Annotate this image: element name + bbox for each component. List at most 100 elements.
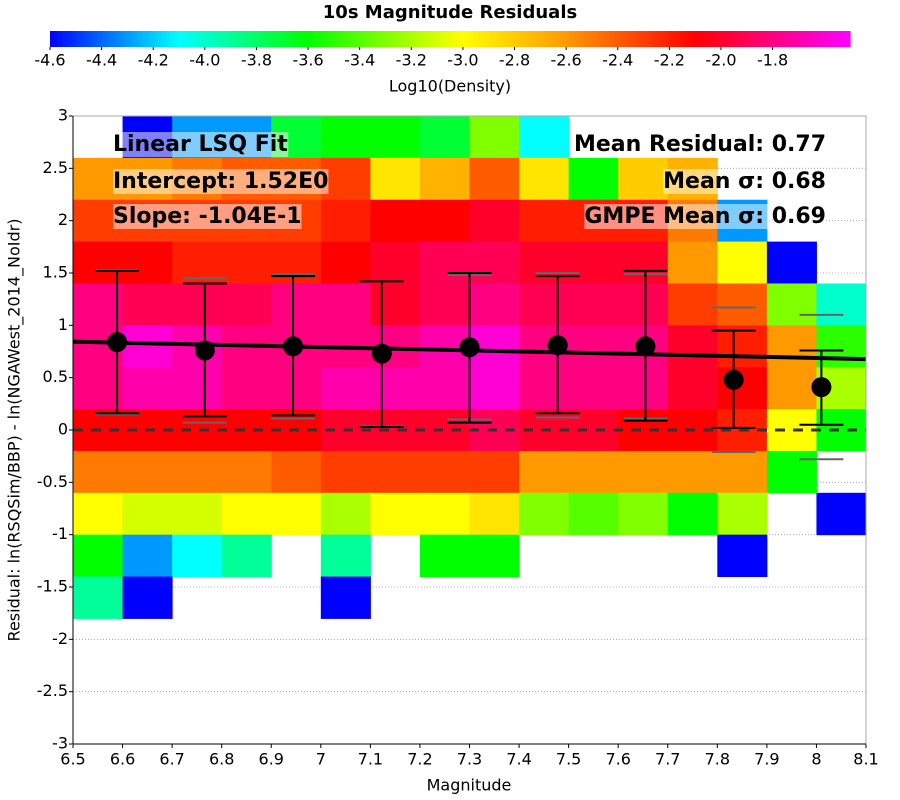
heatmap-cell	[717, 450, 768, 494]
colorbar-swatch	[622, 31, 627, 47]
colorbar-swatch	[190, 31, 195, 47]
colorbar-swatch	[842, 31, 847, 47]
heatmap-cell	[320, 157, 371, 201]
colorbar-swatch	[786, 31, 791, 47]
heatmap-cell	[419, 116, 470, 159]
colorbar-swatch	[486, 31, 491, 47]
x-tick-label: 7.4	[506, 750, 531, 769]
colorbar-swatch	[830, 31, 835, 47]
heatmap-cell	[469, 116, 520, 159]
chart-title: 10s Magnitude Residuals	[323, 2, 577, 23]
heatmap-cell	[816, 492, 867, 536]
colorbar-swatch	[210, 31, 215, 47]
x-tick-label: 7.7	[655, 750, 680, 769]
colorbar-swatch	[442, 31, 447, 47]
colorbar-tick-label: -3.8	[241, 51, 272, 70]
annotation-background	[113, 204, 302, 229]
colorbar-swatch	[574, 31, 579, 47]
heatmap-cell	[172, 450, 223, 494]
heatmap-cell	[370, 199, 421, 243]
colorbar-swatch	[826, 31, 831, 47]
colorbar-swatch	[510, 31, 515, 47]
heatmap-cell	[122, 534, 173, 578]
y-tick-label: 0	[58, 420, 68, 439]
heatmap-cell	[766, 241, 817, 284]
colorbar-swatch	[94, 31, 99, 47]
heatmap-cell	[73, 450, 124, 494]
heatmap-cell	[469, 450, 520, 494]
heatmap-cell	[766, 409, 817, 452]
colorbar-swatch	[538, 31, 543, 47]
colorbar-swatch	[130, 31, 135, 47]
colorbar-swatch	[706, 31, 711, 47]
heatmap-cell	[816, 409, 867, 452]
colorbar-swatch	[370, 31, 375, 47]
heatmap-cell	[320, 241, 371, 284]
heatmap-cell	[717, 534, 768, 578]
annotation-background	[663, 169, 826, 194]
colorbar-swatch	[790, 31, 795, 47]
colorbar-swatch	[586, 31, 591, 47]
colorbar-swatch	[110, 31, 115, 47]
mean-point	[371, 343, 392, 364]
mean-point	[547, 335, 568, 356]
y-tick-label: -2	[52, 629, 68, 648]
heatmap-cell	[122, 241, 173, 284]
colorbar-swatch	[766, 31, 771, 47]
colorbar-tick-label: -3.4	[344, 51, 375, 70]
colorbar-tick-label: -4.4	[86, 51, 117, 70]
colorbar-tick-label: -3.2	[396, 51, 427, 70]
colorbar-swatch	[478, 31, 483, 47]
colorbar-tick-label: -4.6	[34, 51, 65, 70]
colorbar-swatch	[146, 31, 151, 47]
colorbar-tick-label: -3.6	[292, 51, 323, 70]
colorbar-swatch	[222, 31, 227, 47]
colorbar-swatch	[294, 31, 299, 47]
heatmap-cell	[271, 450, 322, 494]
colorbar-swatch	[762, 31, 767, 47]
x-tick-label: 7.9	[754, 750, 779, 769]
heatmap-cell	[717, 325, 768, 368]
colorbar-swatch	[634, 31, 639, 47]
heatmap-cell	[816, 325, 867, 368]
colorbar-swatch	[334, 31, 339, 47]
x-tick-label: 6.6	[110, 750, 135, 769]
colorbar-swatch	[678, 31, 683, 47]
heatmap-cell	[271, 367, 322, 410]
mean-point	[723, 369, 744, 390]
colorbar-swatch	[670, 31, 675, 47]
y-tick-label: 1	[58, 315, 68, 334]
heatmap-cell	[419, 199, 470, 243]
heatmap-cell	[667, 492, 718, 536]
heatmap-cell	[519, 116, 570, 159]
heatmap-cell	[568, 367, 619, 410]
colorbar-swatch	[710, 31, 715, 47]
colorbar-swatch	[274, 31, 279, 47]
colorbar-swatch	[182, 31, 187, 47]
colorbar-swatch	[530, 31, 535, 47]
colorbar-swatch	[166, 31, 171, 47]
colorbar-swatch	[122, 31, 127, 47]
colorbar-swatch	[358, 31, 363, 47]
heatmap-cell	[469, 199, 520, 243]
heatmap-cell	[568, 157, 619, 201]
colorbar-swatch	[306, 31, 311, 47]
heatmap-cell	[667, 241, 718, 284]
colorbar-swatch	[806, 31, 811, 47]
heatmap-cell	[568, 492, 619, 536]
colorbar-swatch	[838, 31, 843, 47]
colorbar-swatch	[194, 31, 199, 47]
heatmap-cell	[618, 157, 669, 201]
colorbar-swatch	[614, 31, 619, 47]
colorbar-swatch	[818, 31, 823, 47]
colorbar-swatch	[474, 31, 479, 47]
colorbar-swatch	[426, 31, 431, 47]
colorbar-swatch	[78, 31, 83, 47]
y-tick-label: -0.5	[37, 472, 68, 491]
colorbar-swatch	[246, 31, 251, 47]
annotation: GMPE Mean σ: 0.69	[584, 204, 826, 229]
colorbar-swatch	[802, 31, 807, 47]
colorbar-swatch	[462, 31, 467, 47]
colorbar-swatch	[338, 31, 343, 47]
colorbar-swatch	[206, 31, 211, 47]
